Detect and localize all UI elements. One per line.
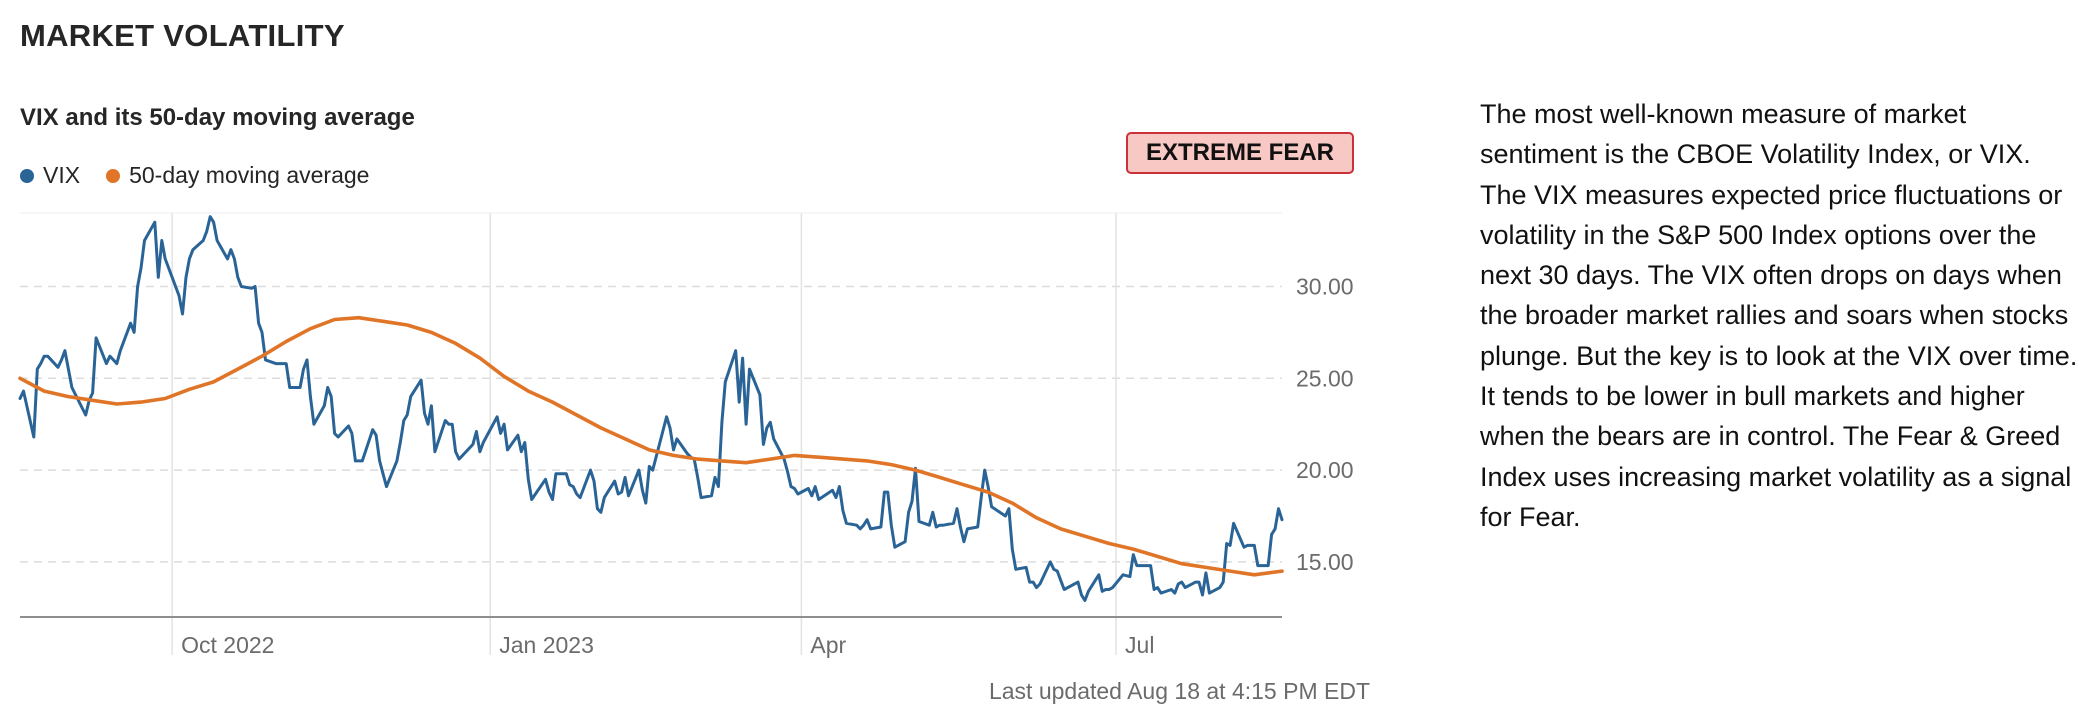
legend-item-moving-average[interactable]: 50-day moving average xyxy=(106,162,369,189)
x-tick-label: Oct 2022 xyxy=(181,632,274,658)
legend-dot-moving-average xyxy=(106,168,121,183)
series-layer xyxy=(18,215,1284,602)
x-tick-label: Jan 2023 xyxy=(499,632,594,658)
last-updated: Last updated Aug 18 at 4:15 PM EDT xyxy=(988,678,1370,704)
description-text: The most well-known measure of market se… xyxy=(1480,99,2078,532)
y-tick-label: 30.00 xyxy=(1296,273,1354,299)
sentiment-badge: EXTREME FEAR xyxy=(1126,132,1354,174)
y-tick-label: 25.00 xyxy=(1296,365,1354,391)
x-tick-label: Jul xyxy=(1125,632,1154,658)
y-tick-label: 20.00 xyxy=(1296,457,1354,483)
legend-label-vix: VIX xyxy=(43,162,81,188)
legend-item-vix[interactable]: VIX xyxy=(20,162,80,189)
axis-layer: 15.00 20.00 25.00 30.00 Oct 2022 Jan 2023 Apr J… xyxy=(20,273,1354,658)
chart-legend: VIX 50-day moving average xyxy=(20,162,395,189)
vix-series-line xyxy=(18,215,1284,602)
x-tick-label: Apr xyxy=(810,632,846,658)
grid-layer xyxy=(20,212,1282,619)
legend-dot-vix xyxy=(20,168,34,183)
legend-label-moving-average: 50-day moving average xyxy=(129,162,370,188)
vix-chart: 15.00 20.00 25.00 30.00 Oct 2022 Jan 2023 Apr J… xyxy=(18,212,1354,658)
y-tick-label: 15.00 xyxy=(1296,549,1354,575)
chart-title: VIX and its 50-day moving average xyxy=(20,104,415,131)
section-title: MARKET VOLATILITY xyxy=(20,18,345,53)
moving-average-series-line xyxy=(18,315,1284,577)
